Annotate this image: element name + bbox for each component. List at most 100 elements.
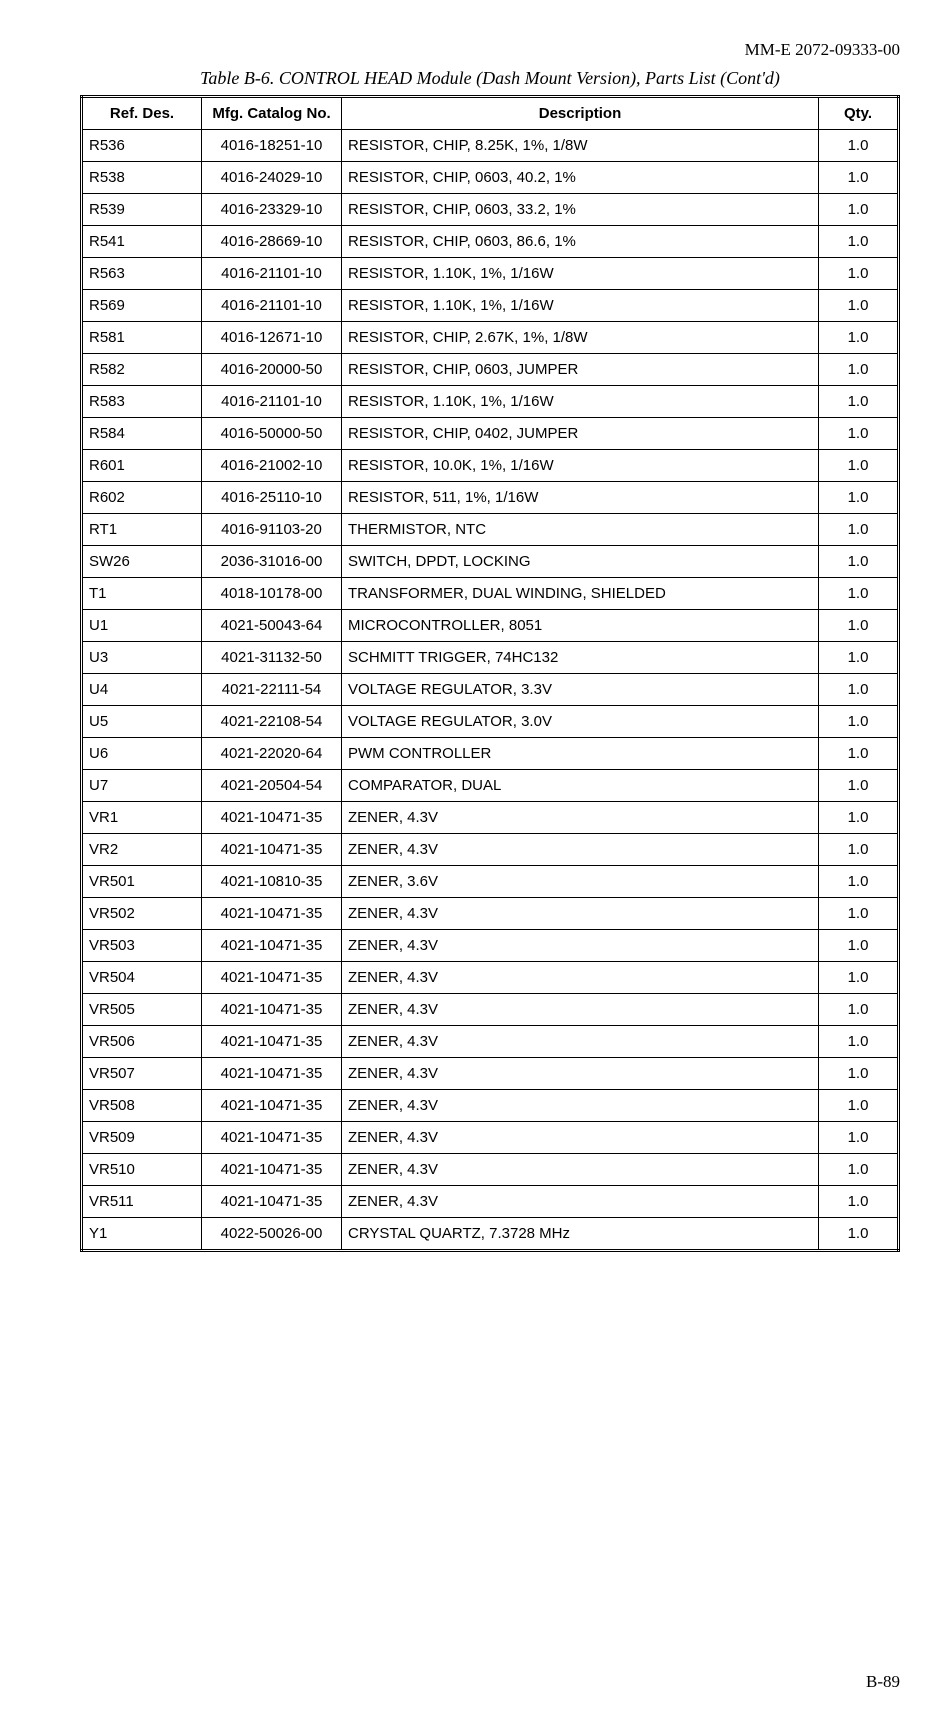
cell-qty: 1.0: [819, 1026, 899, 1058]
table-row: VR5094021-10471-35ZENER, 4.3V1.0: [82, 1122, 899, 1154]
cell-description: ZENER, 4.3V: [342, 1186, 819, 1218]
cell-ref-des: U1: [82, 610, 202, 642]
cell-qty: 1.0: [819, 162, 899, 194]
cell-description: MICROCONTROLLER, 8051: [342, 610, 819, 642]
cell-catalog-no: 4021-10471-35: [202, 834, 342, 866]
cell-qty: 1.0: [819, 866, 899, 898]
cell-qty: 1.0: [819, 514, 899, 546]
cell-qty: 1.0: [819, 450, 899, 482]
cell-qty: 1.0: [819, 706, 899, 738]
table-row: R6014016-21002-10RESISTOR, 10.0K, 1%, 1/…: [82, 450, 899, 482]
cell-description: RESISTOR, 10.0K, 1%, 1/16W: [342, 450, 819, 482]
cell-ref-des: VR503: [82, 930, 202, 962]
cell-catalog-no: 4016-21101-10: [202, 258, 342, 290]
cell-ref-des: RT1: [82, 514, 202, 546]
cell-catalog-no: 4016-50000-50: [202, 418, 342, 450]
cell-ref-des: U6: [82, 738, 202, 770]
table-row: SW262036-31016-00SWITCH, DPDT, LOCKING1.…: [82, 546, 899, 578]
cell-catalog-no: 4021-22020-64: [202, 738, 342, 770]
cell-ref-des: SW26: [82, 546, 202, 578]
table-row: Y14022-50026-00CRYSTAL QUARTZ, 7.3728 MH…: [82, 1218, 899, 1251]
cell-ref-des: R536: [82, 130, 202, 162]
table-row: U14021-50043-64MICROCONTROLLER, 80511.0: [82, 610, 899, 642]
table-row: VR5024021-10471-35ZENER, 4.3V1.0: [82, 898, 899, 930]
cell-ref-des: R563: [82, 258, 202, 290]
table-row: R5814016-12671-10RESISTOR, CHIP, 2.67K, …: [82, 322, 899, 354]
table-row: U44021-22111-54VOLTAGE REGULATOR, 3.3V1.…: [82, 674, 899, 706]
cell-qty: 1.0: [819, 738, 899, 770]
table-row: VR5114021-10471-35ZENER, 4.3V1.0: [82, 1186, 899, 1218]
cell-description: ZENER, 4.3V: [342, 898, 819, 930]
table-row: R5634016-21101-10RESISTOR, 1.10K, 1%, 1/…: [82, 258, 899, 290]
cell-catalog-no: 4021-20504-54: [202, 770, 342, 802]
table-row: VR24021-10471-35ZENER, 4.3V1.0: [82, 834, 899, 866]
cell-qty: 1.0: [819, 674, 899, 706]
table-row: VR14021-10471-35ZENER, 4.3V1.0: [82, 802, 899, 834]
table-row: U54021-22108-54VOLTAGE REGULATOR, 3.0V1.…: [82, 706, 899, 738]
cell-description: SCHMITT TRIGGER, 74HC132: [342, 642, 819, 674]
cell-catalog-no: 4021-31132-50: [202, 642, 342, 674]
cell-description: RESISTOR, 1.10K, 1%, 1/16W: [342, 290, 819, 322]
cell-qty: 1.0: [819, 610, 899, 642]
table-header-row: Ref. Des. Mfg. Catalog No. Description Q…: [82, 97, 899, 130]
cell-qty: 1.0: [819, 802, 899, 834]
cell-ref-des: R582: [82, 354, 202, 386]
cell-ref-des: R583: [82, 386, 202, 418]
cell-ref-des: VR502: [82, 898, 202, 930]
cell-catalog-no: 4021-10471-35: [202, 962, 342, 994]
cell-description: ZENER, 4.3V: [342, 1026, 819, 1058]
cell-catalog-no: 4021-10471-35: [202, 1090, 342, 1122]
cell-ref-des: R538: [82, 162, 202, 194]
table-row: R5364016-18251-10RESISTOR, CHIP, 8.25K, …: [82, 130, 899, 162]
cell-qty: 1.0: [819, 226, 899, 258]
cell-description: ZENER, 4.3V: [342, 1058, 819, 1090]
cell-qty: 1.0: [819, 130, 899, 162]
cell-description: ZENER, 4.3V: [342, 1154, 819, 1186]
cell-catalog-no: 4022-50026-00: [202, 1218, 342, 1251]
cell-description: RESISTOR, CHIP, 2.67K, 1%, 1/8W: [342, 322, 819, 354]
cell-qty: 1.0: [819, 962, 899, 994]
cell-description: RESISTOR, 1.10K, 1%, 1/16W: [342, 386, 819, 418]
cell-ref-des: Y1: [82, 1218, 202, 1251]
cell-description: ZENER, 4.3V: [342, 1090, 819, 1122]
cell-qty: 1.0: [819, 290, 899, 322]
cell-ref-des: R602: [82, 482, 202, 514]
cell-description: RESISTOR, 511, 1%, 1/16W: [342, 482, 819, 514]
cell-catalog-no: 4021-10471-35: [202, 994, 342, 1026]
table-row: U74021-20504-54COMPARATOR, DUAL1.0: [82, 770, 899, 802]
cell-description: RESISTOR, CHIP, 8.25K, 1%, 1/8W: [342, 130, 819, 162]
table-row: R5394016-23329-10RESISTOR, CHIP, 0603, 3…: [82, 194, 899, 226]
table-row: R5824016-20000-50RESISTOR, CHIP, 0603, J…: [82, 354, 899, 386]
cell-description: RESISTOR, CHIP, 0603, JUMPER: [342, 354, 819, 386]
cell-ref-des: VR506: [82, 1026, 202, 1058]
table-row: U34021-31132-50SCHMITT TRIGGER, 74HC1321…: [82, 642, 899, 674]
cell-ref-des: U3: [82, 642, 202, 674]
cell-catalog-no: 2036-31016-00: [202, 546, 342, 578]
table-row: R5414016-28669-10RESISTOR, CHIP, 0603, 8…: [82, 226, 899, 258]
cell-description: ZENER, 4.3V: [342, 930, 819, 962]
cell-description: PWM CONTROLLER: [342, 738, 819, 770]
cell-qty: 1.0: [819, 354, 899, 386]
table-row: R6024016-25110-10RESISTOR, 511, 1%, 1/16…: [82, 482, 899, 514]
table-row: VR5064021-10471-35ZENER, 4.3V1.0: [82, 1026, 899, 1058]
cell-ref-des: VR505: [82, 994, 202, 1026]
cell-catalog-no: 4016-91103-20: [202, 514, 342, 546]
cell-catalog-no: 4016-18251-10: [202, 130, 342, 162]
table-row: VR5074021-10471-35ZENER, 4.3V1.0: [82, 1058, 899, 1090]
cell-qty: 1.0: [819, 898, 899, 930]
table-row: VR5044021-10471-35ZENER, 4.3V1.0: [82, 962, 899, 994]
cell-qty: 1.0: [819, 258, 899, 290]
cell-catalog-no: 4021-10471-35: [202, 1026, 342, 1058]
table-row: R5834016-21101-10RESISTOR, 1.10K, 1%, 1/…: [82, 386, 899, 418]
cell-catalog-no: 4018-10178-00: [202, 578, 342, 610]
cell-catalog-no: 4016-21101-10: [202, 290, 342, 322]
cell-catalog-no: 4021-10471-35: [202, 1186, 342, 1218]
cell-catalog-no: 4021-10471-35: [202, 898, 342, 930]
cell-catalog-no: 4021-50043-64: [202, 610, 342, 642]
table-row: VR5034021-10471-35ZENER, 4.3V1.0: [82, 930, 899, 962]
cell-catalog-no: 4021-10471-35: [202, 802, 342, 834]
cell-description: RESISTOR, 1.10K, 1%, 1/16W: [342, 258, 819, 290]
cell-catalog-no: 4016-12671-10: [202, 322, 342, 354]
table-row: R5694016-21101-10RESISTOR, 1.10K, 1%, 1/…: [82, 290, 899, 322]
table-row: VR5084021-10471-35ZENER, 4.3V1.0: [82, 1090, 899, 1122]
